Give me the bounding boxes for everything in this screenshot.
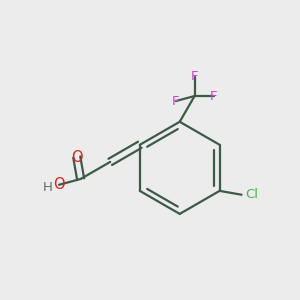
Text: Cl: Cl	[245, 188, 258, 201]
Text: F: F	[172, 94, 180, 107]
Text: F: F	[210, 89, 218, 103]
Text: O: O	[53, 177, 65, 192]
Text: H: H	[43, 181, 53, 194]
Text: O: O	[71, 149, 82, 164]
Text: F: F	[191, 70, 198, 83]
